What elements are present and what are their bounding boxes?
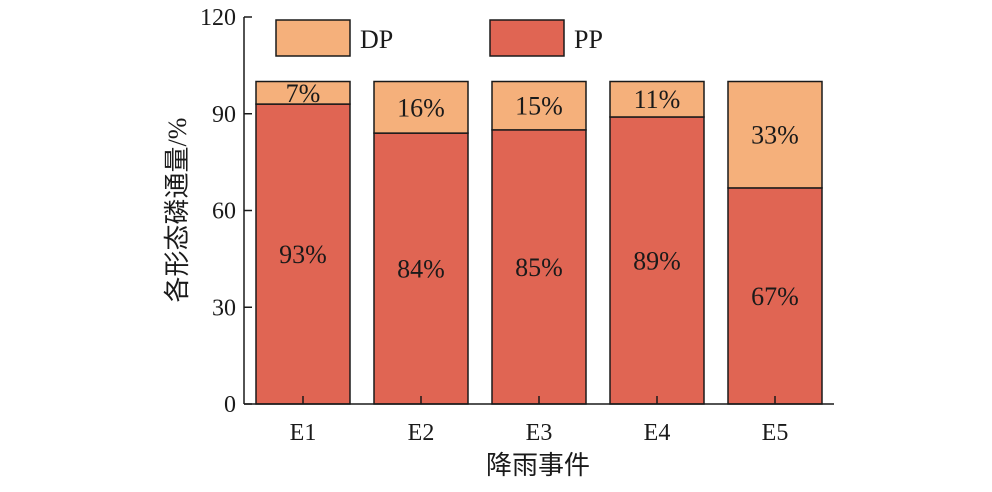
bar-pp — [491, 129, 587, 405]
legend-swatch-pp — [489, 19, 565, 57]
bar-dp — [255, 80, 351, 105]
bar-dp — [727, 80, 823, 189]
axes: 0 30 60 90 120 E1 E2 E3 E4 E5 — [200, 5, 834, 446]
bar-dp — [609, 80, 705, 118]
legend: DP PP — [275, 19, 603, 57]
data-label-dp: 7% — [286, 79, 321, 108]
data-label-pp: 89% — [633, 246, 681, 275]
data-label-dp: 16% — [397, 93, 445, 122]
data-label-dp: 15% — [515, 92, 563, 121]
x-axis-title: 降雨事件 — [486, 451, 590, 480]
y-tick-label: 60 — [212, 199, 236, 225]
bar-pp — [255, 103, 351, 405]
legend-swatch-dp — [275, 19, 351, 57]
x-tick-label: E3 — [526, 420, 553, 446]
y-tick-label: 0 — [224, 392, 236, 418]
y-tick-label: 90 — [212, 102, 236, 128]
data-label-pp: 85% — [515, 253, 563, 282]
legend-label-dp: DP — [360, 25, 393, 54]
y-tick-label: 120 — [200, 5, 236, 31]
bar-dp — [373, 80, 469, 134]
y-axis-title: 各形态磷通量/% — [163, 118, 192, 303]
data-label-pp: 67% — [751, 282, 799, 311]
x-tick-label: E2 — [408, 420, 435, 446]
data-label-pp: 93% — [279, 240, 327, 269]
bar-pp — [727, 187, 823, 405]
data-label-dp: 11% — [634, 85, 681, 114]
data-label-dp: 33% — [751, 121, 799, 150]
bar-dp — [491, 80, 587, 131]
x-tick-label: E1 — [290, 420, 317, 446]
y-tick-label: 30 — [212, 295, 236, 321]
x-tick-label: E5 — [762, 420, 789, 446]
x-tick-label: E4 — [644, 420, 671, 446]
legend-label-pp: PP — [574, 25, 603, 54]
data-label-pp: 84% — [397, 255, 445, 284]
bars: 93% 7% 84% 16% 85% 15% 89% 11% 67% 33% — [255, 79, 823, 405]
